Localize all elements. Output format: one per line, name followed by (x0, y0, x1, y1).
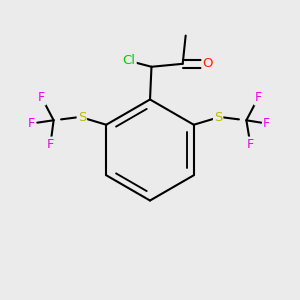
Text: F: F (38, 92, 45, 104)
Text: F: F (28, 117, 35, 130)
Text: S: S (214, 111, 222, 124)
Text: F: F (47, 138, 54, 151)
Text: F: F (246, 138, 254, 151)
Text: F: F (255, 92, 262, 104)
Text: S: S (78, 111, 86, 124)
Text: O: O (202, 57, 213, 70)
Text: F: F (263, 117, 270, 130)
Text: Cl: Cl (123, 54, 136, 67)
